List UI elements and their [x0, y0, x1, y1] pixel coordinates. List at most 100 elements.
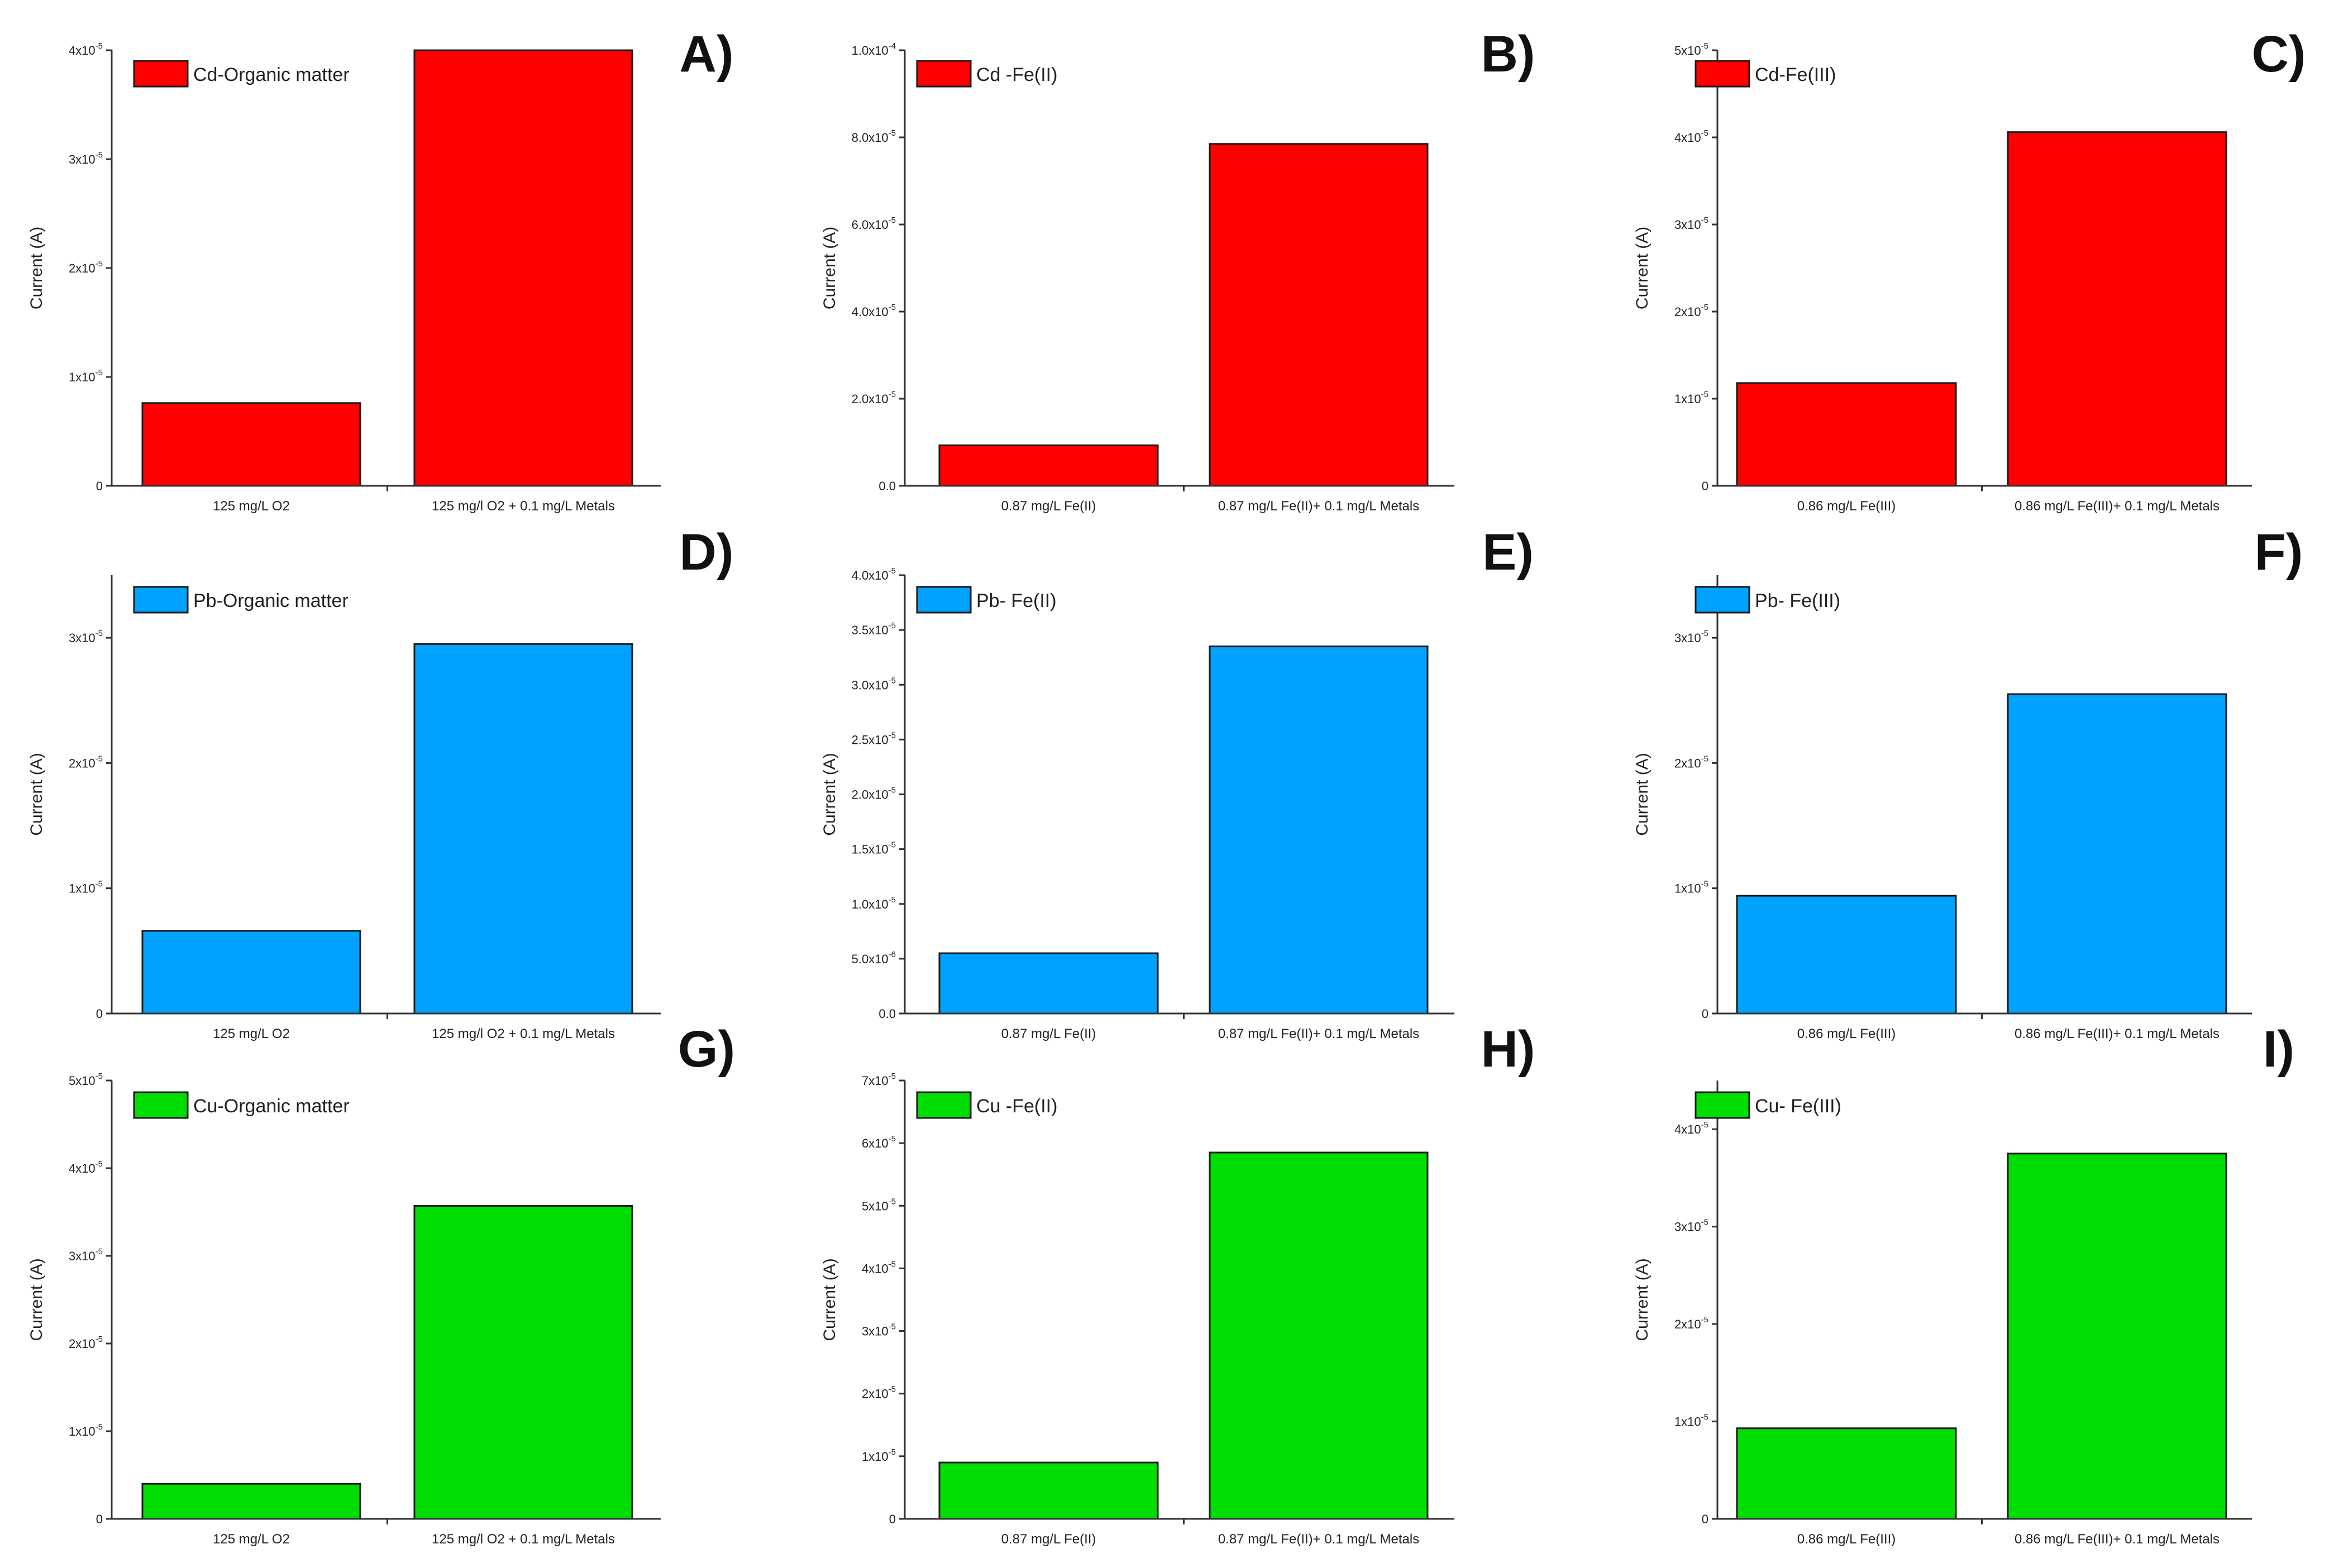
bar — [141, 930, 361, 1015]
y-tick-label: 0 — [1702, 1512, 1708, 1526]
bar — [1209, 143, 1429, 487]
y-tick-label: 5x10-5 — [862, 1197, 896, 1213]
chart-panel: 0 1x10-5 2x10-5 3x10-5 4x10-5 0.86 mg/L Fe(II… — [1633, 1021, 2294, 1547]
legend-label: Cd -Fe(II) — [976, 64, 1057, 85]
legend-swatch — [916, 1091, 972, 1119]
y-tick-label: 3x10-5 — [69, 629, 103, 645]
panel-letter: D) — [679, 524, 733, 581]
panel-letter: C) — [2251, 26, 2306, 83]
y-tick-label: 2x10-5 — [69, 259, 103, 275]
x-tick-label: 125 mg/L O2 — [213, 499, 290, 514]
y-tick-label: 5x10-5 — [69, 1072, 103, 1088]
y-tick-label: 3x10-5 — [1674, 1218, 1708, 1234]
y-tick-label: 5.0x10-6 — [852, 950, 896, 966]
legend-label: Cd-Fe(III) — [1755, 64, 1836, 85]
y-tick-label: 3.0x10-5 — [852, 676, 896, 692]
y-axis-label: Current (A) — [1633, 227, 1652, 309]
y-tick-label: 1x10-5 — [1674, 879, 1708, 896]
legend-label: Cd-Organic matter — [193, 64, 350, 85]
x-tick-label: 125 mg/L O2 — [213, 1026, 290, 1041]
chart-panel: 0 1x10-5 2x10-5 3x10-5 4x10-5 5x10-5 125 mg/L … — [27, 1021, 735, 1547]
y-tick-label: 2.0x10-5 — [852, 390, 896, 406]
panel-letter: H) — [1481, 1021, 1535, 1078]
bar — [2007, 1153, 2227, 1520]
y-tick-label: 2.0x10-5 — [852, 786, 896, 802]
y-tick-label: 1x10-5 — [1674, 1413, 1708, 1429]
y-tick-label: 4.0x10-5 — [852, 566, 896, 582]
y-tick-label: 1.5x10-5 — [852, 840, 896, 857]
y-axis-label: Current (A) — [820, 1258, 839, 1341]
y-tick-label: 0.0 — [879, 1007, 896, 1021]
bar — [2007, 693, 2227, 1015]
bar — [1736, 895, 1957, 1015]
y-tick-label: 0 — [889, 1512, 896, 1526]
y-tick-label: 0 — [96, 1007, 103, 1021]
x-tick-label: 0.87 mg/L Fe(II)+ 0.1 mg/L Metals — [1218, 499, 1419, 514]
y-tick-label: 1x10-5 — [69, 368, 103, 384]
panel-letter: I) — [2263, 1021, 2294, 1078]
y-tick-label: 3.5x10-5 — [852, 621, 896, 637]
y-tick-label: 4x10-5 — [69, 1159, 103, 1175]
panel-letter: E) — [1482, 524, 1534, 581]
x-tick-label: 0.87 mg/L Fe(II)+ 0.1 mg/L Metals — [1218, 1026, 1419, 1041]
bar — [1736, 382, 1957, 487]
x-tick-label: 0.86 mg/L Fe(III) — [1797, 1532, 1896, 1547]
chart-panel: 0.0 2.0x10-5 4.0x10-5 6.0x10-5 8.0x10-5 1.0x1… — [820, 26, 1535, 514]
chart-panel: 0 1x10-5 2x10-5 3x10-5 4x10-5 125 mg/L O2 125 … — [27, 26, 734, 514]
y-tick-label: 3x10-5 — [69, 1247, 103, 1263]
legend-swatch — [133, 1091, 189, 1119]
x-tick-label: 0.86 mg/L Fe(III)+ 0.1 mg/L Metals — [2015, 1532, 2220, 1547]
y-tick-label: 1x10-5 — [862, 1447, 896, 1464]
y-axis-label: Current (A) — [820, 753, 839, 835]
legend-swatch — [133, 586, 189, 614]
x-tick-label: 125 mg/L O2 — [213, 1532, 290, 1547]
y-axis-label: Current (A) — [820, 227, 839, 309]
y-axis-label: Current (A) — [27, 227, 46, 309]
x-tick-label: 0.86 mg/L Fe(III)+ 0.1 mg/L Metals — [2015, 499, 2220, 514]
y-tick-label: 1x10-5 — [69, 1422, 103, 1438]
bar — [1736, 1427, 1957, 1520]
chart-panel: 0 1x10-5 2x10-5 3x10-5 4x10-5 5x10-5 0.86 mg/L… — [1633, 26, 2306, 514]
y-tick-label: 6x10-5 — [862, 1134, 896, 1150]
y-tick-label: 2x10-5 — [1674, 754, 1708, 770]
y-tick-label: 3x10-5 — [1674, 216, 1708, 232]
bar — [1209, 646, 1429, 1015]
x-tick-label: 0.87 mg/L Fe(II) — [1001, 1026, 1096, 1041]
bar — [938, 952, 1159, 1015]
legend-swatch — [1695, 60, 1750, 88]
x-tick-label: 125 mg/l O2 + 0.1 mg/L Metals — [432, 499, 615, 514]
legend-swatch — [916, 60, 972, 88]
bar — [141, 1483, 361, 1520]
legend-swatch — [1695, 586, 1750, 614]
legend-label: Pb- Fe(II) — [976, 590, 1057, 611]
y-tick-label: 0.0 — [879, 479, 896, 493]
y-tick-label: 0 — [96, 479, 103, 493]
legend-label: Pb- Fe(III) — [1755, 590, 1840, 611]
legend-label: Cu -Fe(II) — [976, 1096, 1057, 1117]
y-axis-label: Current (A) — [27, 1258, 46, 1341]
y-axis-label: Current (A) — [27, 753, 46, 835]
x-tick-label: 0.86 mg/L Fe(III) — [1797, 499, 1896, 514]
y-tick-label: 2x10-5 — [69, 1335, 103, 1351]
y-tick-label: 0 — [96, 1512, 103, 1526]
y-tick-label: 1.0x10-4 — [852, 41, 896, 58]
panel-letter: F) — [2255, 524, 2303, 581]
y-tick-label: 4.0x10-5 — [852, 303, 896, 319]
bar — [938, 1461, 1159, 1520]
x-tick-label: 125 mg/l O2 + 0.1 mg/L Metals — [432, 1532, 615, 1547]
legend-swatch — [916, 586, 972, 614]
x-tick-label: 0.87 mg/L Fe(II) — [1001, 1532, 1096, 1547]
y-tick-label: 2.5x10-5 — [852, 730, 896, 747]
y-tick-label: 6.0x10-5 — [852, 216, 896, 232]
x-tick-label: 125 mg/l O2 + 0.1 mg/L Metals — [432, 1026, 615, 1041]
legend-label: Cu-Organic matter — [193, 1096, 350, 1117]
x-tick-label: 0.86 mg/L Fe(III)+ 0.1 mg/L Metals — [2015, 1026, 2220, 1041]
legend-label: Cu- Fe(III) — [1755, 1096, 1841, 1117]
y-tick-label: 3x10-5 — [1674, 629, 1708, 645]
y-tick-label: 4x10-5 — [1674, 1120, 1708, 1136]
bar — [141, 402, 361, 487]
panel-letter: G) — [678, 1021, 735, 1078]
y-tick-label: 0 — [1702, 479, 1708, 493]
y-tick-label: 4x10-5 — [69, 41, 103, 58]
